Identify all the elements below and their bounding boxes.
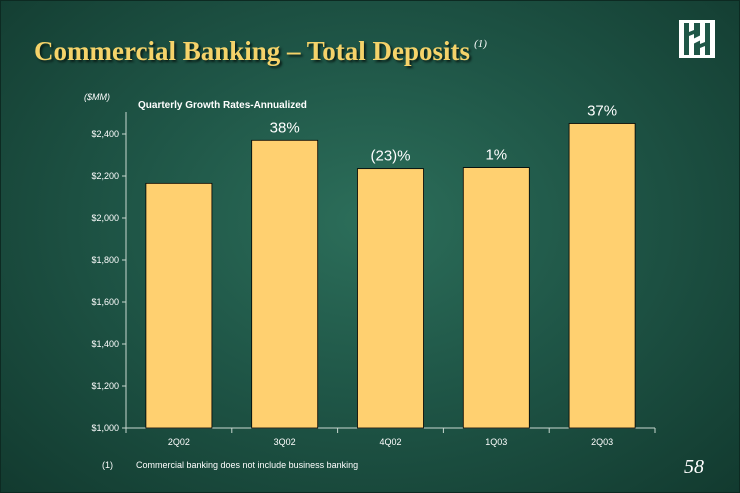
x-tick-label: 3Q02 bbox=[274, 437, 296, 447]
bar bbox=[357, 168, 424, 429]
x-tick-label: 1Q03 bbox=[485, 437, 507, 447]
chart-subtitle: Quarterly Growth Rates-Annualized bbox=[138, 100, 307, 111]
y-tick-label: $1,800 bbox=[91, 255, 119, 265]
x-tick-label: 4Q02 bbox=[379, 437, 401, 447]
y-tick-label: $1,200 bbox=[91, 381, 119, 391]
footnote-text: Commercial banking does not include busi… bbox=[136, 460, 359, 470]
slide-title: Commercial Banking – Total Deposits (1) bbox=[34, 36, 487, 67]
y-tick-label: $1,000 bbox=[91, 423, 119, 433]
data-label: 37% bbox=[587, 103, 617, 120]
bar bbox=[145, 182, 213, 429]
chart-unit-label: ($MM) bbox=[84, 92, 110, 102]
y-tick-label: $1,600 bbox=[91, 297, 119, 307]
y-tick-label: $1,400 bbox=[91, 339, 119, 349]
x-tick-label: 2Q02 bbox=[168, 437, 190, 447]
bar bbox=[251, 139, 319, 429]
title-text: Commercial Banking – Total Deposits bbox=[34, 36, 471, 66]
data-label: 38% bbox=[270, 119, 300, 136]
title-footnote-ref: (1) bbox=[474, 38, 487, 50]
bar bbox=[568, 123, 636, 429]
y-tick-label: $2,400 bbox=[91, 129, 119, 139]
footnote-marker: (1) bbox=[102, 460, 113, 470]
page-number: 58 bbox=[684, 456, 704, 478]
bar bbox=[462, 167, 530, 429]
x-tick-label: 2Q03 bbox=[591, 437, 613, 447]
data-label: (23)% bbox=[370, 148, 410, 165]
huntington-logo-icon bbox=[679, 20, 715, 58]
footnote: (1) Commercial banking does not include b… bbox=[102, 460, 358, 470]
y-tick-label: $2,000 bbox=[91, 213, 119, 223]
y-tick-label: $2,200 bbox=[91, 171, 119, 181]
data-label: 1% bbox=[485, 147, 507, 164]
